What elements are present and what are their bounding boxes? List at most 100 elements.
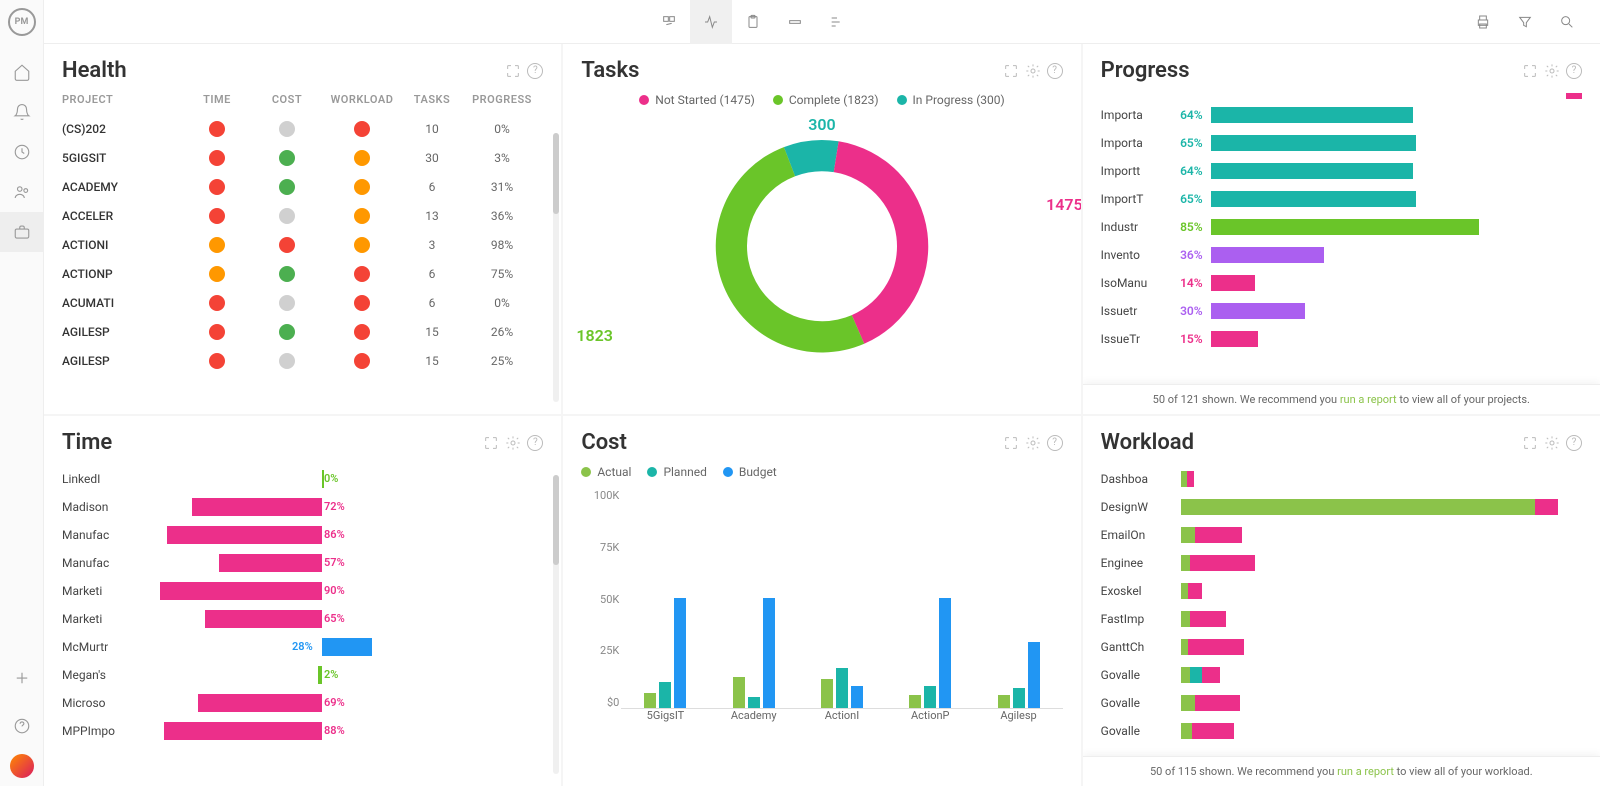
- help-icon[interactable]: ?: [1047, 63, 1063, 79]
- progress-row[interactable]: Importa 64%: [1101, 101, 1582, 129]
- workload-row[interactable]: Govalle: [1101, 717, 1582, 745]
- time-row[interactable]: Madison 72%: [62, 493, 543, 521]
- progress-pct: 36%: [462, 209, 542, 223]
- time-row[interactable]: MPPImpo 88%: [62, 717, 543, 745]
- scrollbar[interactable]: [553, 475, 559, 774]
- workload-row[interactable]: Dashboa: [1101, 465, 1582, 493]
- cost-group: [900, 598, 960, 708]
- health-row[interactable]: ACTIONP 6 75%: [62, 259, 543, 288]
- expand-icon[interactable]: [505, 63, 521, 79]
- gear-icon[interactable]: [1544, 435, 1560, 451]
- legend-item[interactable]: Budget: [723, 465, 777, 479]
- search-icon[interactable]: [1546, 0, 1588, 44]
- run-report-link[interactable]: run a report: [1340, 393, 1397, 406]
- workload-row[interactable]: Govalle: [1101, 689, 1582, 717]
- time-label: MPPImpo: [62, 724, 132, 738]
- nav-team-icon[interactable]: [0, 172, 44, 212]
- time-row[interactable]: McMurtr 28%: [62, 633, 543, 661]
- health-row[interactable]: 5GIGSIT 30 3%: [62, 143, 543, 172]
- workload-row[interactable]: GanttCh: [1101, 633, 1582, 661]
- legend-item[interactable]: Planned: [647, 465, 706, 479]
- time-row[interactable]: Megan's 2%: [62, 661, 543, 689]
- time-label: Microso: [62, 696, 132, 710]
- workload-row[interactable]: Exoskel: [1101, 577, 1582, 605]
- nav-bell-icon[interactable]: [0, 92, 44, 132]
- help-icon[interactable]: ?: [527, 63, 543, 79]
- legend-item[interactable]: Complete (1823): [773, 93, 879, 107]
- time-row[interactable]: Manufac 57%: [62, 549, 543, 577]
- gear-icon[interactable]: [1025, 63, 1041, 79]
- time-row[interactable]: Microso 69%: [62, 689, 543, 717]
- health-row[interactable]: ACUMATI 6 0%: [62, 288, 543, 317]
- nav-help-icon[interactable]: [0, 706, 44, 746]
- gear-icon[interactable]: [1544, 63, 1560, 79]
- health-column-header: TASKS: [402, 93, 462, 106]
- progress-pct: 30%: [1167, 304, 1211, 318]
- print-icon[interactable]: [1462, 0, 1504, 44]
- legend-item[interactable]: In Progress (300): [897, 93, 1005, 107]
- workload-seg: [1181, 555, 1190, 571]
- workload-row[interactable]: Enginee: [1101, 549, 1582, 577]
- health-row[interactable]: ACCELER 13 36%: [62, 201, 543, 230]
- workload-seg: [1535, 499, 1559, 515]
- scrollbar[interactable]: [553, 133, 559, 402]
- progress-title: Progress: [1101, 58, 1190, 83]
- time-row[interactable]: Marketi 65%: [62, 605, 543, 633]
- progress-row[interactable]: ImportT 65%: [1101, 185, 1582, 213]
- time-dot: [209, 353, 225, 369]
- expand-icon[interactable]: [1522, 63, 1538, 79]
- view-activity-icon[interactable]: [690, 0, 732, 44]
- legend-item[interactable]: Actual: [581, 465, 631, 479]
- progress-pct: 65%: [1167, 192, 1211, 206]
- progress-row[interactable]: Issuetr 30%: [1101, 297, 1582, 325]
- progress-label: Importt: [1101, 164, 1167, 178]
- nav-briefcase-icon[interactable]: [0, 212, 44, 252]
- xtick: ActionP: [900, 709, 960, 729]
- run-report-link[interactable]: run a report: [1337, 765, 1394, 778]
- expand-icon[interactable]: [483, 435, 499, 451]
- health-row[interactable]: AGILESP 15 25%: [62, 346, 543, 375]
- gear-icon[interactable]: [1025, 435, 1041, 451]
- filter-icon[interactable]: [1504, 0, 1546, 44]
- workload-dot: [354, 208, 370, 224]
- health-row[interactable]: (CS)202 10 0%: [62, 114, 543, 143]
- help-icon[interactable]: ?: [527, 435, 543, 451]
- progress-row[interactable]: Industr 85%: [1101, 213, 1582, 241]
- workload-row[interactable]: EmailOn: [1101, 521, 1582, 549]
- health-row[interactable]: ACADEMY 6 31%: [62, 172, 543, 201]
- view-clipboard-icon[interactable]: [732, 0, 774, 44]
- user-avatar[interactable]: [10, 754, 34, 778]
- time-bar: [219, 554, 322, 572]
- progress-row[interactable]: IssueTr 15%: [1101, 325, 1582, 353]
- nav-home-icon[interactable]: [0, 52, 44, 92]
- expand-icon[interactable]: [1003, 63, 1019, 79]
- time-row[interactable]: Marketi 90%: [62, 577, 543, 605]
- gear-icon[interactable]: [505, 435, 521, 451]
- progress-row[interactable]: Importt 64%: [1101, 157, 1582, 185]
- legend-item[interactable]: Not Started (1475): [639, 93, 755, 107]
- nav-clock-icon[interactable]: [0, 132, 44, 172]
- progress-row[interactable]: Invento 36%: [1101, 241, 1582, 269]
- view-timeline-icon[interactable]: [774, 0, 816, 44]
- workload-row[interactable]: FastImp: [1101, 605, 1582, 633]
- time-row[interactable]: LinkedI 0%: [62, 465, 543, 493]
- progress-row[interactable]: IsoManu 14%: [1101, 269, 1582, 297]
- logo[interactable]: PM: [8, 8, 36, 36]
- progress-pct: 0%: [462, 296, 542, 310]
- workload-row[interactable]: DesignW: [1101, 493, 1582, 521]
- workload-row[interactable]: Govalle: [1101, 661, 1582, 689]
- help-icon[interactable]: ?: [1566, 435, 1582, 451]
- view-gantt-icon[interactable]: [816, 0, 858, 44]
- help-icon[interactable]: ?: [1047, 435, 1063, 451]
- health-row[interactable]: ACTIONI 3 98%: [62, 230, 543, 259]
- time-row[interactable]: Manufac 86%: [62, 521, 543, 549]
- expand-icon[interactable]: [1003, 435, 1019, 451]
- health-row[interactable]: AGILESP 15 26%: [62, 317, 543, 346]
- progress-row[interactable]: Importa 65%: [1101, 129, 1582, 157]
- cost-dot: [279, 179, 295, 195]
- nav-add-icon[interactable]: [0, 658, 44, 698]
- view-overview-icon[interactable]: [648, 0, 690, 44]
- cost-dot: [279, 353, 295, 369]
- expand-icon[interactable]: [1522, 435, 1538, 451]
- help-icon[interactable]: ?: [1566, 63, 1582, 79]
